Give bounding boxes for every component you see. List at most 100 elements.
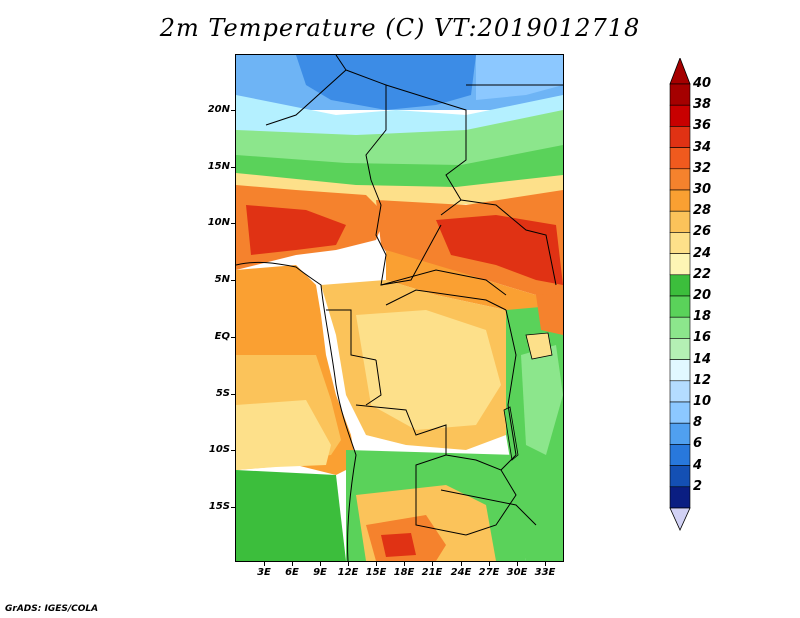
field-south-atlantic-cool: [236, 400, 331, 470]
boundary-south: [440, 489, 537, 526]
colorbar-label: 18: [693, 309, 712, 325]
lon-label: 27E: [478, 567, 500, 578]
field-rift-warm: [536, 293, 563, 335]
field-coldest-north: [296, 55, 476, 110]
colorbar-label: 28: [693, 203, 712, 219]
colorbar-segment: [669, 465, 691, 488]
lon-tick: [292, 562, 293, 566]
lon-label: 12E: [337, 567, 359, 578]
lat-tick: [231, 167, 235, 168]
field-congo-inner: [356, 310, 501, 430]
credit-text: GrADS: IGES/COLA: [5, 604, 99, 614]
colorbar-label: 26: [693, 224, 712, 240]
colorbar-segment: [669, 147, 691, 170]
boundary-chad: [370, 179, 442, 286]
colorbar-label: 12: [693, 372, 712, 388]
lon-tick: [376, 562, 377, 566]
field-highlands-lightgreen: [521, 345, 563, 455]
colorbar-label: 36: [693, 118, 712, 134]
colorbar-label: 38: [693, 97, 712, 113]
colorbar-segment: [669, 338, 691, 360]
colorbar-label: 22: [693, 266, 712, 282]
lat-label: 15N: [207, 161, 230, 172]
lat-label: 15S: [208, 501, 230, 512]
colorbar-segment: [669, 210, 691, 233]
colorbar-segment: [669, 295, 691, 318]
colorbar-segment: [669, 380, 691, 403]
field-hot-core-east: [436, 215, 563, 285]
lon-tick: [404, 562, 405, 566]
coastline-west-africa: [236, 261, 357, 561]
colorbar-label: 10: [693, 394, 712, 409]
colorbar-segment: [669, 253, 691, 276]
lon-label: 15E: [365, 567, 387, 578]
lon-label: 33E: [534, 567, 556, 578]
lat-label: 10N: [207, 217, 230, 228]
colorbar-label: 24: [693, 245, 712, 261]
map-title: 2m Temperature (C) VT:2019012718: [159, 14, 641, 42]
lon-tick: [264, 562, 265, 566]
lon-tick: [517, 562, 518, 566]
lat-tick: [231, 394, 235, 395]
lat-label: 10S: [208, 444, 230, 455]
colorbar-label: 34: [693, 139, 712, 155]
colorbar-label: 2: [693, 478, 703, 494]
colorbar-arrow-top: [669, 58, 691, 85]
colorbar-label: 40: [693, 76, 712, 91]
colorbar-label: 14: [693, 351, 712, 367]
lat-label: 5S: [215, 388, 230, 399]
colorbar-segment: [669, 189, 691, 212]
colorbar-segment: [669, 126, 691, 148]
lon-label: 18E: [393, 567, 415, 578]
colorbar-segment: [669, 359, 691, 382]
lat-label: 5N: [214, 274, 230, 285]
colorbar-segment: [669, 486, 691, 509]
lon-label: 21E: [421, 567, 443, 578]
country-boundaries: [236, 55, 563, 561]
colorbar-label: 20: [693, 288, 712, 303]
lat-tick: [231, 223, 235, 224]
colorbar-arrow-bottom: [669, 507, 691, 531]
lon-label: 30E: [506, 567, 528, 578]
boundary-congo: [365, 359, 382, 406]
colorbar-segment: [669, 274, 691, 297]
lat-label: 20N: [207, 104, 230, 115]
boundary-sudan: [460, 199, 557, 286]
lake-victoria: [525, 332, 553, 360]
lon-tick: [489, 562, 490, 566]
colorbar-label: 32: [693, 160, 712, 176]
colorbar-segment: [669, 422, 691, 445]
lon-label: 3E: [257, 567, 271, 578]
boundary-zambia: [445, 454, 517, 536]
lat-tick: [231, 507, 235, 508]
lon-tick: [320, 562, 321, 566]
colorbar-segment: [669, 232, 691, 254]
lat-tick: [231, 110, 235, 111]
boundary-drc-east: [500, 309, 517, 471]
field-cold-northeast: [476, 55, 563, 100]
colorbar-segment: [669, 444, 691, 466]
colorbar-segment: [669, 168, 691, 191]
colorbar-label: 30: [693, 182, 712, 197]
boundary-gabon: [326, 309, 377, 361]
lat-label: EQ: [214, 331, 230, 342]
lon-tick: [461, 562, 462, 566]
lon-label: 24E: [450, 567, 472, 578]
field-hot-core-west: [246, 205, 346, 255]
lat-tick: [231, 450, 235, 451]
boundary-drc-north: [385, 289, 507, 311]
colorbar-label: 4: [693, 457, 703, 473]
boundary-car: [380, 269, 507, 296]
lon-tick: [545, 562, 546, 566]
field-warm-east: [386, 250, 563, 315]
boundary-north-2: [385, 84, 467, 216]
lat-tick: [231, 280, 235, 281]
lon-label: 9E: [313, 567, 327, 578]
lon-tick: [432, 562, 433, 566]
colorbar-segment: [669, 83, 691, 106]
field-south-hotspot: [381, 533, 416, 557]
lat-tick: [231, 337, 235, 338]
colorbar-segment: [669, 104, 691, 127]
map-field-svg: [236, 55, 563, 561]
colorbar-label: 16: [693, 330, 712, 346]
